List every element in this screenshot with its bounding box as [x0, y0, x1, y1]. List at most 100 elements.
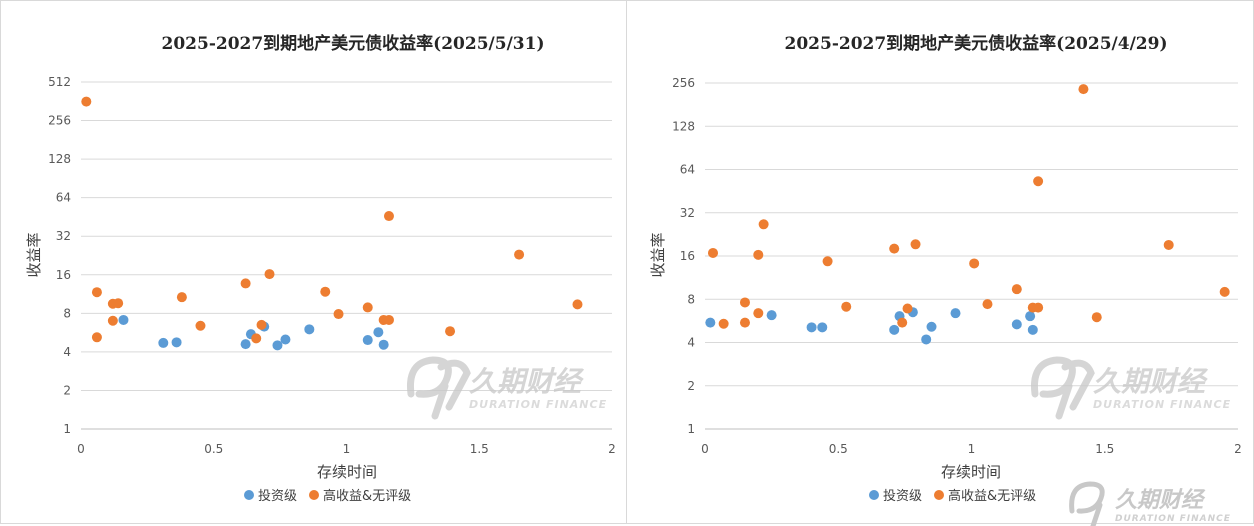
- data-point: [950, 308, 961, 319]
- data-point: [272, 340, 283, 351]
- y-tick-label: 32: [680, 206, 695, 220]
- data-point: [926, 321, 937, 332]
- legend-label: 投资级: [258, 488, 297, 504]
- data-point: [362, 335, 373, 346]
- data-point: [889, 243, 900, 254]
- chart-left-svg: 2025-2027到期地产美元债收益率(2025/5/31) 1 2 4 8 16 32 64…: [25, 33, 616, 504]
- legend-marker: [244, 490, 254, 500]
- x-tick-label: 1.5: [470, 442, 489, 456]
- y-tick-label: 16: [680, 249, 695, 263]
- data-point: [256, 319, 267, 330]
- chart-panel-left: 2025-2027到期地产美元债收益率(2025/5/31) 1 2 4 8 16 32 64…: [0, 0, 627, 524]
- y-tick-label: 256: [48, 114, 71, 128]
- data-point: [320, 286, 331, 297]
- series-investment-grade: [705, 307, 1038, 345]
- watermark-sub: DURATION FINANCE: [1115, 514, 1231, 524]
- data-point: [758, 219, 769, 230]
- x-tick-label: 2: [608, 442, 616, 456]
- data-point: [195, 320, 206, 331]
- data-point: [1025, 311, 1036, 322]
- data-point: [572, 299, 583, 310]
- legend-label: 投资级: [883, 488, 922, 504]
- data-point: [91, 287, 102, 298]
- data-point: [251, 333, 262, 344]
- data-point: [766, 310, 777, 321]
- y-tick-label: 32: [56, 229, 71, 243]
- x-tick-label: 0.5: [829, 442, 848, 456]
- data-point: [1163, 239, 1174, 250]
- y-tick-label: 4: [687, 336, 695, 350]
- chart-title-left: 2025-2027到期地产美元债收益率(2025/5/31): [162, 33, 545, 54]
- data-point: [113, 298, 124, 309]
- data-point: [910, 239, 921, 250]
- legend-label: 高收益&无评级: [948, 488, 1036, 504]
- data-point: [902, 303, 913, 314]
- y-tick-label: 128: [672, 119, 695, 133]
- watermark-name: 久期财经: [1115, 487, 1206, 513]
- data-point: [378, 339, 389, 350]
- legend-marker: [869, 490, 879, 500]
- legend: 投资级 高收益&无评级: [244, 488, 411, 504]
- data-point: [753, 249, 764, 260]
- series-high-yield: [81, 96, 583, 344]
- data-point: [264, 269, 275, 280]
- y-tick-label: 256: [672, 76, 695, 90]
- x-axis-title: 存续时间: [317, 463, 377, 481]
- y-tick-label: 16: [56, 268, 71, 282]
- data-point: [1027, 324, 1038, 335]
- y-tick-label: 4: [63, 345, 71, 359]
- y-tick-label: 128: [48, 152, 71, 166]
- y-tick-label: 8: [63, 306, 71, 320]
- data-point: [514, 249, 525, 260]
- data-point: [118, 314, 129, 325]
- chart-title-right: 2025-2027到期地产美元债收益率(2025/4/29): [785, 33, 1168, 54]
- legend-marker: [934, 490, 944, 500]
- data-point: [841, 301, 852, 312]
- x-axis-title: 存续时间: [941, 463, 1001, 481]
- data-point: [1091, 312, 1102, 323]
- y-tick-label: 512: [48, 75, 71, 89]
- data-point: [1219, 286, 1230, 297]
- data-point: [718, 318, 729, 329]
- y-axis-title: 收益率: [649, 232, 667, 277]
- legend-marker: [309, 490, 319, 500]
- data-point: [240, 339, 251, 350]
- y-tick-label: 2: [687, 379, 695, 393]
- watermark-name: 久期财经: [1093, 365, 1209, 398]
- data-point: [921, 334, 932, 345]
- x-tick-label: 1: [343, 442, 351, 456]
- data-point: [897, 317, 908, 328]
- series-investment-grade: [118, 314, 389, 351]
- y-tick-label: 1: [687, 422, 695, 436]
- x-tick-label: 0: [701, 442, 709, 456]
- data-point: [889, 324, 900, 335]
- x-tick-label: 1: [968, 442, 976, 456]
- y-tick-label: 1: [63, 422, 71, 436]
- data-point: [107, 315, 118, 326]
- data-point: [333, 309, 344, 320]
- data-point: [806, 322, 817, 333]
- data-point: [176, 292, 187, 303]
- data-point: [304, 324, 315, 335]
- data-point: [383, 314, 394, 325]
- watermark-name: 久期财经: [469, 365, 585, 398]
- y-tick-label: 8: [687, 292, 695, 306]
- watermark-sub: DURATION FINANCE: [1093, 398, 1231, 411]
- y-tick-label: 64: [56, 191, 71, 205]
- data-point: [383, 211, 394, 222]
- data-point: [739, 317, 750, 328]
- legend: 投资级 高收益&无评级: [869, 488, 1036, 504]
- data-point: [362, 302, 373, 313]
- data-point: [969, 258, 980, 269]
- watermark-mark-icon: [1069, 481, 1105, 526]
- data-point: [817, 322, 828, 333]
- data-point: [1078, 84, 1089, 95]
- data-point: [91, 332, 102, 343]
- data-point: [739, 297, 750, 308]
- data-point: [822, 256, 833, 267]
- data-point: [707, 247, 718, 258]
- watermark-sub: DURATION FINANCE: [469, 398, 607, 411]
